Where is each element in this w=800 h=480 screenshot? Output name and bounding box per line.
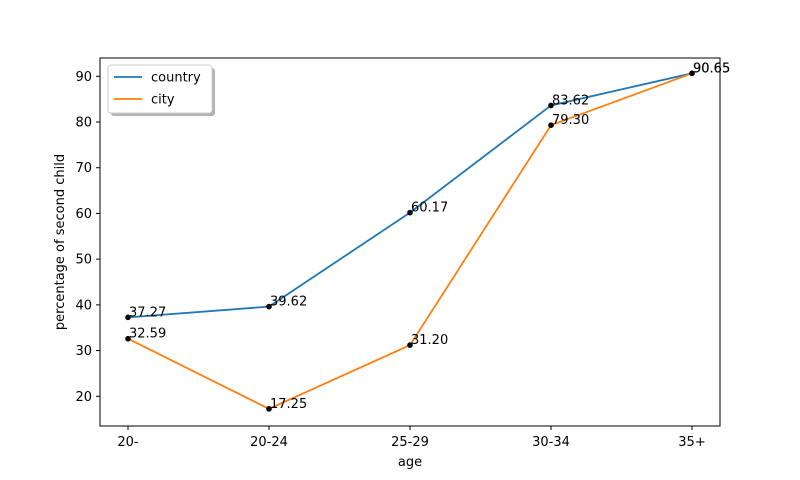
data-label-city: 90.65	[693, 61, 730, 76]
data-label-city: 79.30	[552, 113, 589, 128]
data-label-country: 60.17	[411, 201, 448, 216]
y-tick-label: 40	[75, 298, 92, 313]
data-label-city: 32.59	[129, 327, 166, 342]
x-tick-label: 20-	[117, 435, 139, 450]
legend-label-country: country	[151, 71, 201, 86]
plot-area	[99, 57, 721, 427]
data-label-country: 39.62	[270, 295, 307, 310]
x-tick-label: 25-29	[391, 435, 429, 450]
data-point-country	[125, 314, 131, 321]
y-tick-label: 50	[75, 253, 92, 268]
data-point-country	[548, 102, 554, 109]
x-tick-label: 30-34	[532, 435, 570, 450]
data-point-country	[407, 209, 413, 216]
y-tick-label: 20	[75, 390, 92, 405]
data-point-city	[407, 342, 413, 348]
data-point-country	[266, 303, 272, 310]
y-axis: 20 30 40 50 60 70 80 90	[75, 70, 100, 405]
data-label-city: 17.25	[270, 397, 307, 412]
y-axis-label: percentage of second child	[53, 154, 68, 330]
legend: country city	[107, 64, 215, 116]
data-label-country: 90.65	[693, 61, 730, 76]
legend-label-city: city	[151, 93, 175, 108]
y-tick-label: 80	[75, 116, 92, 131]
x-axis: 20- 20-24 25-29 30-34 35+	[117, 426, 706, 450]
data-label-city: 31.20	[411, 333, 448, 348]
x-axis-label: age	[398, 455, 422, 470]
data-label-country: 37.27	[129, 305, 166, 320]
data-label-country: 83.62	[552, 93, 589, 108]
y-tick-label: 70	[75, 161, 92, 176]
y-tick-label: 30	[75, 344, 92, 359]
data-point-city	[689, 70, 695, 77]
data-point-city	[266, 406, 272, 412]
data-point-city	[548, 122, 554, 128]
y-tick-label: 60	[75, 207, 92, 222]
data-point-city	[125, 335, 131, 342]
x-tick-label: 35+	[678, 435, 705, 450]
data-labels: 37.27 39.62 60.17 83.62 90.65 32.59 17.25 31.20…	[129, 61, 730, 412]
series-layer	[125, 70, 695, 412]
x-tick-label: 20-24	[250, 435, 288, 450]
y-tick-label: 90	[75, 70, 92, 85]
